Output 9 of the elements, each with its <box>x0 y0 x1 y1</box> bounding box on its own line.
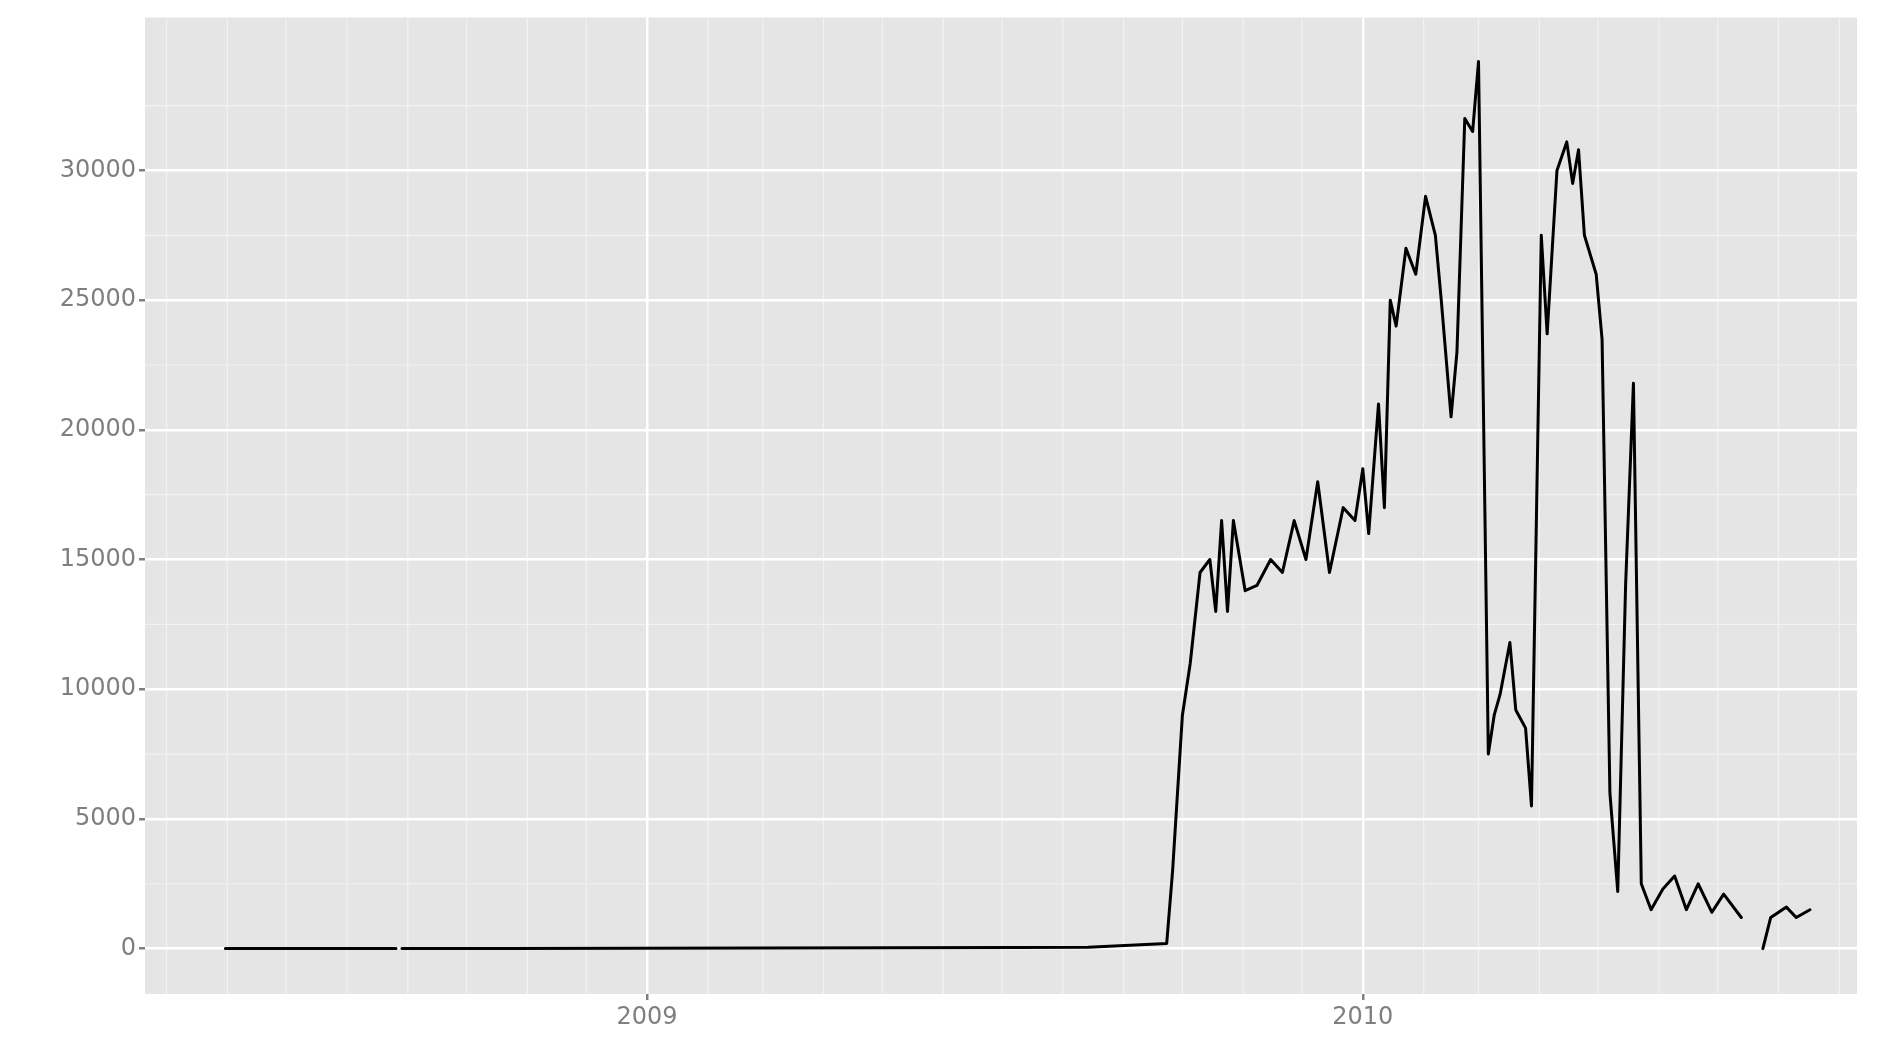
y-tick-label: 5000 <box>74 803 136 832</box>
y-tick-label: 20000 <box>59 414 136 443</box>
x-tick-label: 2010 <box>1332 1001 1394 1030</box>
y-tick-label: 25000 <box>59 284 136 313</box>
y-tick-label: 15000 <box>59 543 136 572</box>
y-tick-label: 10000 <box>59 673 136 702</box>
y-tick-label: 30000 <box>59 154 136 183</box>
x-tick-label: 2009 <box>616 1001 678 1030</box>
y-tick-label: 0 <box>120 932 136 961</box>
